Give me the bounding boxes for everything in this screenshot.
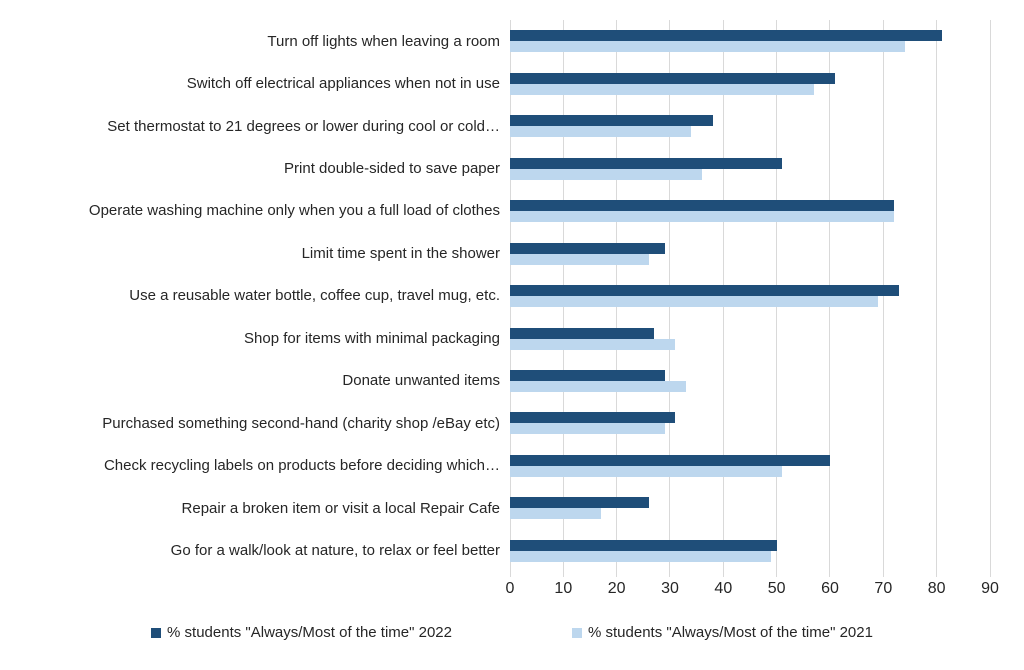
bar-2021 bbox=[510, 168, 702, 180]
bar-group bbox=[510, 530, 990, 572]
bar-2021 bbox=[510, 41, 905, 53]
category-label: Limit time spent in the shower bbox=[301, 244, 500, 262]
bar-group bbox=[510, 20, 990, 62]
bar-2021 bbox=[510, 83, 814, 95]
bar-2021 bbox=[510, 338, 676, 350]
x-tick-label: 40 bbox=[714, 580, 733, 597]
bar-group bbox=[510, 147, 990, 189]
bar-2022 bbox=[510, 454, 830, 466]
legend-label-2022: % students "Always/Most of the time" 202… bbox=[167, 624, 452, 641]
bar-2022 bbox=[510, 200, 894, 212]
bar-rows bbox=[510, 20, 990, 572]
category-label: Donate unwanted items bbox=[342, 372, 500, 390]
bar-2022 bbox=[510, 30, 942, 42]
category-label: Repair a broken item or visit a local Re… bbox=[181, 499, 500, 517]
category-label: Use a reusable water bottle, coffee cup,… bbox=[129, 287, 500, 305]
bar-2021 bbox=[510, 465, 782, 477]
x-axis: 0 10 20 30 40 50 60 70 80 90 bbox=[506, 577, 999, 599]
bar-group bbox=[510, 105, 990, 147]
x-tick-label: 20 bbox=[607, 580, 626, 597]
x-tick-label: 80 bbox=[927, 580, 946, 597]
legend-swatch-2021-icon bbox=[572, 627, 582, 638]
bar-2022 bbox=[510, 412, 676, 424]
x-tick-label: 50 bbox=[767, 580, 786, 597]
legend-item-2022: % students "Always/Most of the time" 202… bbox=[151, 624, 452, 641]
bar-2022 bbox=[510, 115, 713, 127]
bar-2022 bbox=[510, 539, 777, 551]
bar-2021 bbox=[510, 126, 692, 138]
plot-area bbox=[509, 20, 991, 577]
gridline bbox=[882, 20, 884, 577]
category-label: Print double-sided to save paper bbox=[284, 160, 500, 178]
category-label: Purchased something second-hand (charity… bbox=[102, 414, 500, 432]
category-label: Go for a walk/look at nature, to relax o… bbox=[170, 542, 500, 560]
bar-group bbox=[510, 275, 990, 317]
category-labels: Turn off lights when leaving a room Switc… bbox=[0, 20, 500, 572]
bar-group bbox=[510, 317, 990, 359]
x-tick-label: 30 bbox=[661, 580, 679, 597]
legend-label-2021: % students "Always/Most of the time" 202… bbox=[588, 624, 873, 641]
gridline bbox=[936, 20, 938, 577]
bar-group bbox=[510, 232, 990, 274]
bar-2021 bbox=[510, 211, 894, 223]
legend: % students "Always/Most of the time" 202… bbox=[0, 624, 1024, 641]
bar-group bbox=[510, 487, 990, 529]
bar-2021 bbox=[510, 380, 686, 392]
bar-group bbox=[510, 445, 990, 487]
category-label: Shop for items with minimal packaging bbox=[244, 329, 500, 347]
x-tick-label: 60 bbox=[821, 580, 839, 597]
bar-2021 bbox=[510, 508, 601, 520]
bar-group bbox=[510, 402, 990, 444]
category-label: Set thermostat to 21 degrees or lower du… bbox=[107, 117, 500, 135]
x-tick-label: 10 bbox=[554, 580, 573, 597]
bar-2022 bbox=[510, 369, 665, 381]
category-label: Turn off lights when leaving a room bbox=[267, 32, 500, 50]
bar-2021 bbox=[510, 423, 665, 435]
bar-2022 bbox=[510, 327, 654, 339]
bar-2022 bbox=[510, 242, 665, 254]
x-tick-label: 90 bbox=[981, 580, 999, 597]
x-tick-label: 0 bbox=[505, 580, 515, 597]
bar-group bbox=[510, 62, 990, 104]
category-label: Check recycling labels on products befor… bbox=[103, 457, 500, 475]
category-label: Switch off electrical appliances when no… bbox=[186, 75, 500, 93]
gridline bbox=[989, 20, 991, 577]
bar-2022 bbox=[510, 157, 782, 169]
x-tick-label: 70 bbox=[874, 580, 893, 597]
bar-2022 bbox=[510, 72, 836, 84]
bar-2021 bbox=[510, 550, 772, 562]
legend-item-2021: % students "Always/Most of the time" 202… bbox=[572, 624, 873, 641]
bar-2021 bbox=[510, 253, 649, 265]
bar-2021 bbox=[510, 296, 878, 308]
bar-group bbox=[510, 360, 990, 402]
bar-2022 bbox=[510, 285, 900, 297]
legend-swatch-2022-icon bbox=[151, 627, 162, 638]
category-label: Operate washing machine only when you a … bbox=[88, 202, 500, 220]
bar-group bbox=[510, 190, 990, 232]
bar-2022 bbox=[510, 497, 649, 509]
